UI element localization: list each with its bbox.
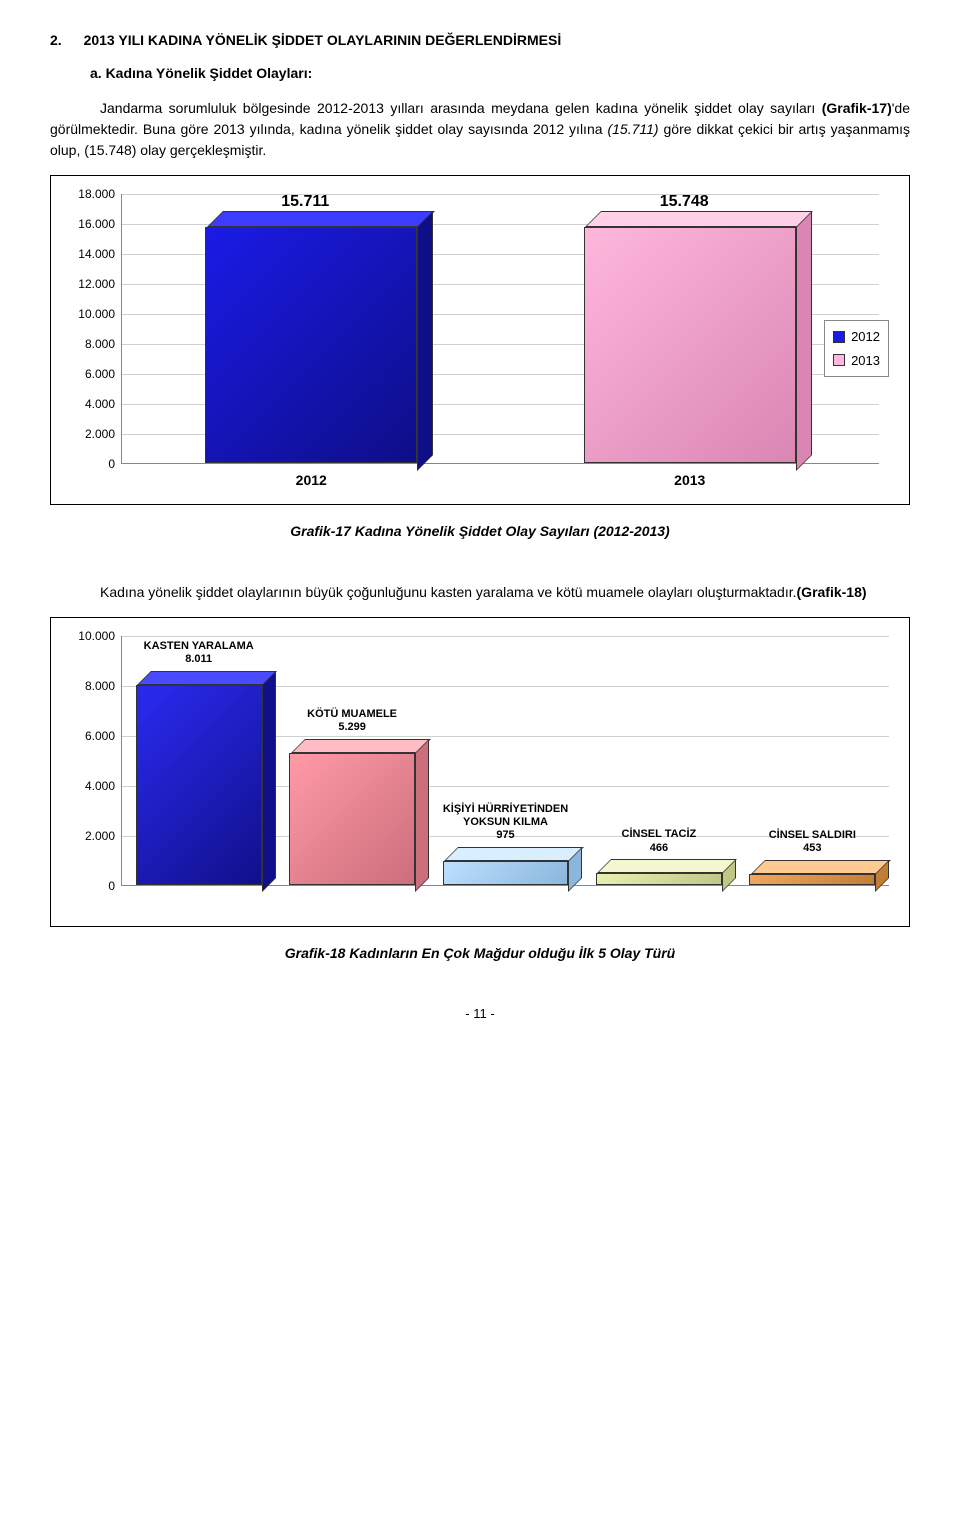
chart-18-bar xyxy=(596,873,722,885)
chart-18-gridline xyxy=(122,636,889,637)
para1-t1: Jandarma sorumluluk bölgesinde 2012-2013… xyxy=(100,100,822,116)
chart-17-area: 02.0004.0006.0008.00010.00012.00014.0001… xyxy=(121,194,879,494)
chart-18-ytick: 4.000 xyxy=(85,777,115,795)
chart-17-legend: 2012 2013 xyxy=(824,320,889,377)
chart-17-ytick: 4.000 xyxy=(85,395,115,413)
chart-18-bar-top3d xyxy=(444,847,584,861)
chart-18-bar-label: KÖTÜ MUAMELE5.299 xyxy=(307,708,397,734)
chart-18-bar-top3d xyxy=(751,860,891,874)
chart-17-plot: 15.711201215.7482013 xyxy=(121,194,879,464)
chart-17-ytick: 6.000 xyxy=(85,365,115,383)
chart-18-ytick: 8.000 xyxy=(85,677,115,695)
chart-17-value-label: 15.711 xyxy=(281,190,329,214)
chart-18-bar-face xyxy=(596,873,722,885)
chart-17-bar xyxy=(205,227,417,463)
chart-17-legend-label: 2013 xyxy=(851,351,880,371)
chart-18-ytick: 2.000 xyxy=(85,827,115,845)
para2-t1: Kadına yönelik şiddet olaylarının büyük … xyxy=(100,584,797,600)
chart-18-bar-face xyxy=(136,685,262,885)
para1-it1: (15.711) xyxy=(607,121,658,137)
chart-17-ytick: 18.000 xyxy=(78,185,115,203)
chart-17-ytick: 16.000 xyxy=(78,215,115,233)
chart-18-bar xyxy=(289,753,415,885)
section-title: 2013 YILI KADINA YÖNELİK ŞİDDET OLAYLARI… xyxy=(84,32,562,48)
chart-18-bar-label: KİŞİYİ HÜRRİYETİNDENYOKSUN KILMA975 xyxy=(443,803,568,843)
chart-17-ytick: 2.000 xyxy=(85,425,115,443)
paragraph-2: Kadına yönelik şiddet olaylarının büyük … xyxy=(50,582,910,603)
chart-17-ytick: 10.000 xyxy=(78,305,115,323)
chart-17-gridline xyxy=(122,194,879,195)
chart-18-ytick: 0 xyxy=(108,877,115,895)
paragraph-1: Jandarma sorumluluk bölgesinde 2012-2013… xyxy=(50,98,910,161)
chart-18-bar-top3d xyxy=(597,859,737,873)
chart-18-bar-side3d xyxy=(262,671,276,892)
page-number: - 11 - xyxy=(50,1004,910,1024)
chart-18-frame: 0 2.000 4.000 6.000 8.000 10.000 KASTEN YARAL… xyxy=(50,617,910,927)
chart-17-ytick: 0 xyxy=(108,455,115,473)
section-heading: 2. 2013 YILI KADINA YÖNELİK ŞİDDET OLAYL… xyxy=(50,30,910,51)
chart-18-bar-top3d xyxy=(291,739,431,753)
chart-17-bar-face xyxy=(584,227,796,463)
chart-18-bar-label: CİNSEL TACİZ466 xyxy=(622,828,697,854)
chart-17-yaxis: 02.0004.0006.0008.00010.00012.00014.0001… xyxy=(61,194,121,464)
chart-18-bar-face xyxy=(289,753,415,885)
chart-17-legend-box: 2012 2013 xyxy=(824,320,889,377)
chart-18-bar xyxy=(749,874,875,885)
chart-17-legend-item: 2012 xyxy=(833,325,880,349)
chart-17-xlabel: 2012 xyxy=(281,470,341,491)
chart-18-bar xyxy=(136,685,262,885)
chart-17-legend-swatch xyxy=(833,354,845,366)
chart-18-bar-top3d xyxy=(137,671,277,685)
chart-18-bar xyxy=(443,861,569,885)
chart-18-bar-label: KASTEN YARALAMA8.011 xyxy=(144,640,254,666)
chart-17-legend-label: 2012 xyxy=(851,327,880,347)
para1-ref1: (Grafik-17) xyxy=(822,100,892,116)
chart-18-bar-label: CİNSEL SALDIRI453 xyxy=(769,829,856,855)
chart-18-bar-face xyxy=(443,861,569,885)
chart-17-bar-side3d xyxy=(417,211,433,471)
chart-17-frame: 0 2.000 4.000 6.000 8.000 10.000 12.000 14.000 1… xyxy=(50,175,910,505)
chart-18-caption: Grafik-18 Kadınların En Çok Mağdur olduğ… xyxy=(50,943,910,964)
section-number: 2. xyxy=(50,30,62,51)
chart-17-bar-face xyxy=(205,227,417,463)
chart-17-caption: Grafik-17 Kadına Yönelik Şiddet Olay Say… xyxy=(50,521,910,542)
chart-17-ytick: 14.000 xyxy=(78,245,115,263)
chart-17-value-label: 15.748 xyxy=(660,190,709,214)
chart-17-legend-swatch xyxy=(833,331,845,343)
chart-17-ytick: 8.000 xyxy=(85,335,115,353)
chart-18-yaxis: 02.0004.0006.0008.00010.000 xyxy=(61,636,121,886)
chart-18-plot: KASTEN YARALAMA8.011 KÖTÜ MUAMELE5.299 KİŞ… xyxy=(121,636,889,886)
chart-18-ytick: 10.000 xyxy=(78,627,115,645)
chart-18-ytick: 6.000 xyxy=(85,727,115,745)
chart-18-bar-face xyxy=(749,874,875,885)
chart-18-area: 02.0004.0006.0008.00010.000 KASTEN YARAL… xyxy=(121,636,889,916)
chart-17-bar xyxy=(584,227,796,463)
chart-17-legend-item: 2013 xyxy=(833,349,880,373)
para2-ref1: (Grafik-18) xyxy=(797,584,867,600)
chart-18-bar-side3d xyxy=(415,739,429,892)
chart-17-xlabel: 2013 xyxy=(660,470,720,491)
chart-17-ytick: 12.000 xyxy=(78,275,115,293)
chart-17-bar-side3d xyxy=(796,211,812,471)
subsection-a: a. Kadına Yönelik Şiddet Olayları: xyxy=(90,63,910,84)
